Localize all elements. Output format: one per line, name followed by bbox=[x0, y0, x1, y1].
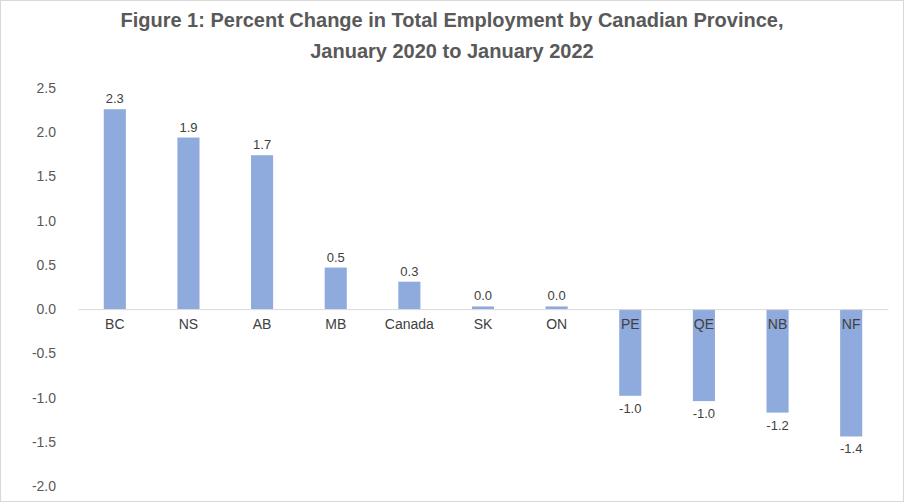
y-tick-label: 2.0 bbox=[37, 124, 57, 140]
x-tick: QE bbox=[694, 309, 714, 332]
x-tick-label: BC bbox=[105, 316, 124, 332]
x-tick-label: Canada bbox=[385, 316, 434, 332]
data-labels: 2.3 1.9 1.7 0.5 0.3 0.0 0.0 -1.0 -1.0 -1.2 -1.4 bbox=[106, 91, 863, 456]
x-tick: ON bbox=[546, 309, 567, 332]
chart: Figure 1: Percent Change in Total Employ… bbox=[0, 0, 904, 502]
x-tick: BC bbox=[105, 309, 124, 332]
x-tick-label: NB bbox=[768, 316, 787, 332]
data-label: -1.0 bbox=[619, 401, 641, 416]
x-tick-label: ON bbox=[546, 316, 567, 332]
bar bbox=[840, 309, 862, 436]
data-label: 0.3 bbox=[400, 264, 418, 279]
bar bbox=[767, 309, 789, 412]
y-axis-line bbox=[60, 89, 61, 487]
y-tick-label: -0.5 bbox=[32, 345, 56, 361]
x-tick: AB bbox=[253, 309, 272, 332]
data-label: 1.7 bbox=[253, 137, 271, 152]
y-tick: 1.0 bbox=[37, 213, 60, 229]
data-label: 1.9 bbox=[179, 120, 197, 135]
bar bbox=[619, 309, 641, 396]
x-tick: NF bbox=[842, 309, 861, 332]
y-tick: 1.5 bbox=[37, 168, 60, 184]
data-label: 2.3 bbox=[106, 91, 124, 106]
data-label: -1.2 bbox=[766, 418, 788, 433]
y-tick: -1.0 bbox=[32, 390, 60, 406]
data-label: 0.0 bbox=[474, 288, 492, 303]
bar bbox=[325, 268, 347, 310]
bar bbox=[398, 282, 420, 309]
y-tick: -2.0 bbox=[32, 478, 60, 494]
y-tick-label: -1.5 bbox=[32, 434, 56, 450]
bar bbox=[546, 306, 568, 309]
y-tick: -1.5 bbox=[32, 434, 60, 450]
x-tick: NB bbox=[768, 309, 787, 332]
x-tick-label: NF bbox=[842, 316, 861, 332]
y-tick-label: 2.5 bbox=[37, 80, 57, 96]
y-tick: 2.5 bbox=[37, 80, 60, 96]
x-tick: NS bbox=[179, 309, 198, 332]
y-tick-label: 0.0 bbox=[37, 301, 57, 317]
bars bbox=[104, 109, 862, 436]
y-tick: 2.0 bbox=[37, 124, 60, 140]
y-tick: 0.5 bbox=[37, 257, 60, 273]
x-tick-label: QE bbox=[694, 316, 714, 332]
x-tick-label: AB bbox=[253, 316, 272, 332]
bar bbox=[104, 109, 126, 309]
y-tick-label: 0.5 bbox=[37, 257, 57, 273]
y-tick-label: 1.5 bbox=[37, 168, 57, 184]
y-tick-label: -1.0 bbox=[32, 390, 56, 406]
x-tick-label: SK bbox=[474, 316, 493, 332]
x-tick: MB bbox=[325, 309, 346, 332]
x-tick: PE bbox=[621, 309, 640, 332]
x-tick-label: PE bbox=[621, 316, 640, 332]
y-tick: -0.5 bbox=[32, 345, 60, 361]
bar bbox=[472, 306, 494, 309]
x-axis: BC NS AB MB Canada SK ON PE QE NB NF bbox=[79, 309, 889, 332]
chart-border bbox=[1, 1, 904, 502]
bar bbox=[177, 138, 199, 310]
data-label: -1.4 bbox=[840, 441, 862, 456]
data-label: 0.0 bbox=[548, 288, 566, 303]
y-tick-label: -2.0 bbox=[32, 478, 56, 494]
bar bbox=[693, 309, 715, 401]
data-label: -1.0 bbox=[693, 406, 715, 421]
x-tick: Canada bbox=[385, 309, 434, 332]
y-axis: 2.5 2.0 1.5 1.0 0.5 0.0 -0.5 -1.0 -1.5 -2.0 bbox=[32, 80, 61, 494]
x-axis-line bbox=[79, 309, 889, 310]
x-tick-label: MB bbox=[325, 316, 346, 332]
data-label: 0.5 bbox=[327, 250, 345, 265]
x-tick-label: NS bbox=[179, 316, 198, 332]
y-tick: 0.0 bbox=[37, 301, 60, 317]
y-tick-label: 1.0 bbox=[37, 213, 57, 229]
x-tick: SK bbox=[474, 309, 493, 332]
bar bbox=[251, 155, 273, 309]
title: Figure 1: Percent Change in Total Employ… bbox=[120, 9, 783, 62]
